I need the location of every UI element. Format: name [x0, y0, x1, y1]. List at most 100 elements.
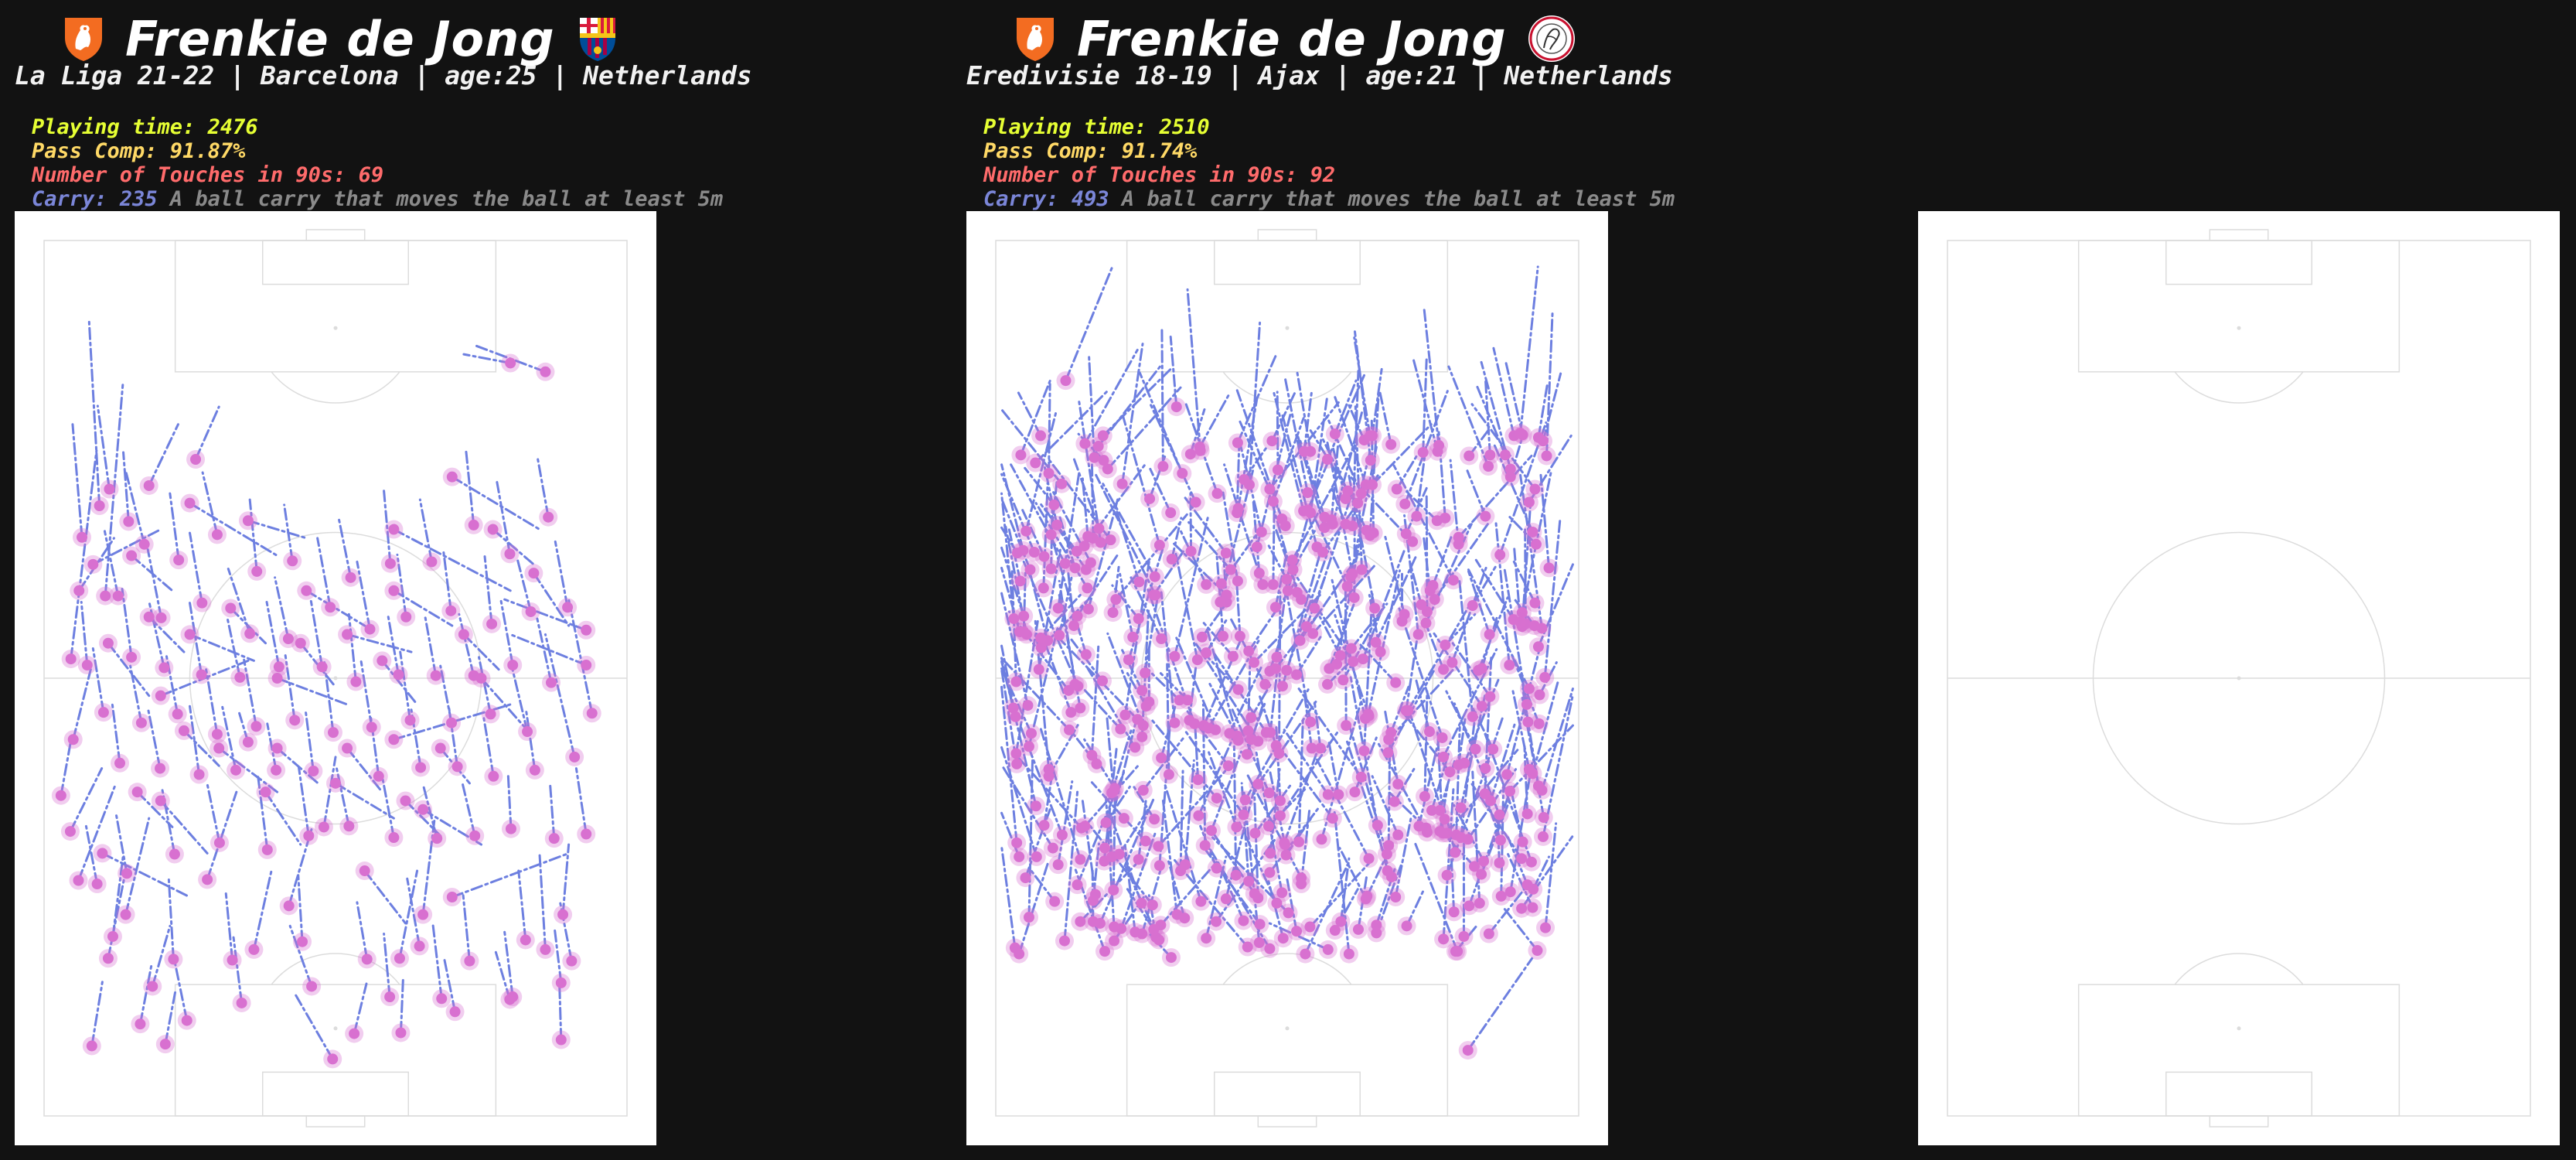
carry-line	[538, 851, 547, 951]
carry-line	[1236, 352, 1278, 444]
carry-point	[1193, 810, 1205, 821]
goal-bottom	[2209, 1115, 2269, 1128]
carry-point	[1220, 893, 1232, 905]
carry-line	[1281, 749, 1334, 820]
carry-point	[566, 955, 578, 967]
carry-point	[168, 954, 179, 965]
carry-line	[248, 498, 258, 573]
carry-line	[451, 851, 571, 899]
carry-point	[430, 670, 441, 681]
carry-line	[1442, 788, 1455, 940]
carry-line	[1090, 645, 1100, 757]
carry-line	[1140, 868, 1162, 936]
carry-point	[1521, 808, 1533, 820]
carry-label: Carry:	[32, 187, 107, 211]
carry-line	[1326, 374, 1366, 461]
carry-point	[169, 848, 180, 860]
carry-point	[81, 660, 93, 671]
carry-line	[404, 799, 442, 838]
carry-line	[392, 528, 512, 592]
carry-point	[504, 994, 516, 1005]
carry-line	[1371, 775, 1399, 837]
carry-point	[395, 1027, 407, 1039]
carry-point	[1530, 538, 1542, 550]
carry-line	[1311, 565, 1375, 635]
carry-line	[1149, 467, 1172, 514]
carry-line	[1295, 636, 1322, 676]
carry-point	[1504, 886, 1516, 898]
carry-line	[554, 540, 569, 609]
carry-point	[1174, 694, 1185, 706]
carry-line	[1313, 701, 1322, 750]
carry-point	[1166, 554, 1177, 565]
carry-line	[1000, 657, 1038, 807]
carry-point	[1453, 531, 1464, 543]
carry-line	[114, 810, 128, 875]
goal-bottom	[1257, 1115, 1317, 1128]
touches-per-90: Number of Touches in 90s: 69	[32, 163, 384, 187]
carry-point	[1232, 684, 1244, 695]
carry-line	[1283, 376, 1309, 494]
subtitle: Eredivisie 18-19 | Ajax | age:21 | Nethe…	[966, 60, 1673, 90]
carry-point	[464, 955, 475, 967]
carry-point	[1516, 853, 1528, 865]
carry-line	[1520, 835, 1574, 910]
carry-point	[1523, 496, 1535, 508]
carry-point	[1008, 613, 1020, 625]
carry-point	[1331, 658, 1343, 670]
carry-line	[1034, 619, 1051, 771]
carry-point	[1533, 718, 1545, 729]
carry-line	[1353, 497, 1356, 599]
carry-point	[1149, 814, 1160, 825]
carry-line	[1189, 408, 1206, 455]
carry-point	[1333, 789, 1344, 800]
carry-description: A ball carry that moves the ball at leas…	[169, 187, 724, 211]
carry-line	[1467, 785, 1513, 907]
carry-line	[1347, 403, 1366, 442]
carry-line	[1106, 717, 1115, 793]
carry-line	[1334, 396, 1368, 486]
carry-point	[1024, 564, 1036, 575]
carry-line	[1024, 411, 1058, 533]
carry-point	[1296, 879, 1307, 890]
carry-point	[1448, 906, 1460, 918]
carry-line	[1076, 770, 1126, 886]
carry-point	[1144, 493, 1156, 504]
carry-point	[522, 726, 533, 738]
carry-line	[1285, 550, 1330, 672]
carry-point	[1211, 862, 1222, 874]
carry-point	[104, 483, 115, 495]
carry-stat: Carry: 235 A ball carry that moves the b…	[32, 187, 723, 211]
carry-point	[436, 993, 448, 1005]
carry-line	[138, 961, 153, 1025]
carry-point	[102, 637, 114, 649]
centre-circle	[2092, 531, 2386, 825]
carry-line	[1194, 641, 1259, 743]
carry-point	[1232, 437, 1243, 449]
carry-points	[51, 353, 601, 1069]
carry-line	[1540, 687, 1574, 792]
carry-point	[1317, 546, 1328, 558]
carry-point	[1264, 943, 1276, 954]
carry-point	[388, 524, 400, 535]
carry-line	[288, 924, 313, 988]
carry-line	[1471, 565, 1497, 607]
carry-line	[1114, 513, 1188, 601]
carry-line	[1010, 570, 1017, 684]
carry-label: Carry:	[983, 187, 1059, 211]
carry-point	[1056, 478, 1068, 490]
carry-point	[1092, 441, 1104, 452]
carry-point	[1136, 731, 1148, 742]
carry-point	[1322, 789, 1334, 800]
carry-point	[131, 786, 143, 798]
carry-point	[1018, 626, 1030, 638]
carry-point	[1087, 916, 1099, 927]
carry-point	[1283, 907, 1294, 919]
carry-line	[72, 668, 92, 741]
carry-point	[540, 943, 551, 955]
carry-line	[506, 772, 513, 831]
carry-point	[451, 761, 463, 773]
carry-point	[426, 556, 438, 568]
carry-line	[356, 560, 371, 631]
carry-line	[1270, 391, 1297, 442]
